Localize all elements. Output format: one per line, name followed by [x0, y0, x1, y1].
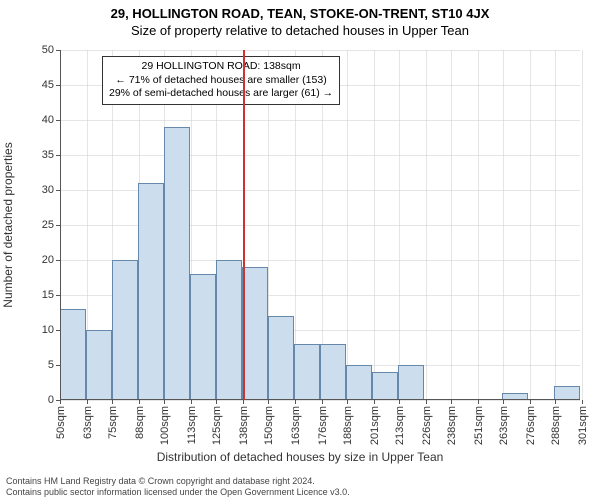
annotation-line: 29 HOLLINGTON ROAD: 138sqm [109, 60, 333, 74]
annotation-box: 29 HOLLINGTON ROAD: 138sqm ← 71% of deta… [102, 56, 340, 105]
x-tick-label: 100sqm [157, 400, 171, 445]
chart-subtitle: Size of property relative to detached ho… [0, 21, 600, 38]
annotation-line: 29% of semi-detached houses are larger (… [109, 87, 333, 101]
y-tick-mark [56, 365, 60, 366]
marker-line [243, 50, 245, 400]
histogram-bar [242, 267, 268, 400]
y-tick-mark [56, 225, 60, 226]
histogram-bar [112, 260, 138, 400]
y-tick-mark [56, 190, 60, 191]
histogram-bar [268, 316, 294, 400]
y-axis-label: Number of detached properties [1, 142, 15, 307]
x-tick-label: 238sqm [444, 400, 458, 445]
x-tick-label: 188sqm [340, 400, 354, 445]
x-tick-label: 263sqm [496, 400, 510, 445]
y-tick-mark [56, 120, 60, 121]
attribution-line: Contains public sector information licen… [6, 487, 350, 497]
x-tick-label: 125sqm [209, 400, 223, 445]
x-tick-label: 201sqm [367, 400, 381, 445]
gridline-v [582, 50, 583, 400]
histogram-bar [294, 344, 320, 400]
x-tick-label: 138sqm [236, 400, 250, 445]
y-axis [60, 50, 61, 400]
histogram-bar [60, 309, 86, 400]
x-tick-label: 226sqm [419, 400, 433, 445]
x-tick-label: 150sqm [261, 400, 275, 445]
x-tick-label: 63sqm [80, 400, 94, 439]
histogram-bar [346, 365, 372, 400]
x-tick-label: 276sqm [523, 400, 537, 445]
histogram-bar [164, 127, 190, 400]
x-tick-label: 50sqm [53, 400, 67, 439]
chart-container: 29, HOLLINGTON ROAD, TEAN, STOKE-ON-TREN… [0, 0, 600, 500]
x-tick-label: 301sqm [575, 400, 589, 445]
y-tick-mark [56, 85, 60, 86]
x-tick-label: 75sqm [105, 400, 119, 439]
histogram-bar [372, 372, 398, 400]
x-tick-label: 176sqm [315, 400, 329, 445]
x-tick-label: 288sqm [548, 400, 562, 445]
y-tick-mark [56, 330, 60, 331]
histogram-bar [216, 260, 242, 400]
x-tick-label: 163sqm [288, 400, 302, 445]
x-tick-label: 251sqm [471, 400, 485, 445]
attribution-line: Contains HM Land Registry data © Crown c… [6, 476, 350, 486]
annotation-line: ← 71% of detached houses are smaller (15… [109, 74, 333, 88]
histogram-bar [398, 365, 424, 400]
histogram-bar [320, 344, 346, 400]
chart-title: 29, HOLLINGTON ROAD, TEAN, STOKE-ON-TREN… [0, 0, 600, 21]
histogram-bar [86, 330, 112, 400]
x-tick-label: 213sqm [392, 400, 406, 445]
plot-area: 29 HOLLINGTON ROAD: 138sqm ← 71% of deta… [60, 50, 580, 400]
x-tick-label: 113sqm [184, 400, 198, 444]
histogram-bar [190, 274, 216, 400]
histogram-bar [138, 183, 164, 400]
attribution: Contains HM Land Registry data © Crown c… [6, 476, 350, 497]
y-tick-mark [56, 155, 60, 156]
x-tick-label: 88sqm [132, 400, 146, 439]
y-tick-mark [56, 295, 60, 296]
y-tick-mark [56, 50, 60, 51]
x-axis-label: Distribution of detached houses by size … [0, 450, 600, 464]
y-tick-mark [56, 260, 60, 261]
histogram-bar [554, 386, 580, 400]
